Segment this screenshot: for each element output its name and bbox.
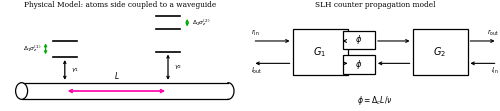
Bar xyxy=(342,55,375,74)
Text: $\phi = \Delta_c L/\nu$: $\phi = \Delta_c L/\nu$ xyxy=(357,94,393,107)
Text: SLH counter propagation model: SLH counter propagation model xyxy=(315,1,435,9)
Text: Physical Model: atoms side coupled to a waveguide: Physical Model: atoms side coupled to a … xyxy=(24,1,216,9)
Text: $l_{\rm in}$: $l_{\rm in}$ xyxy=(491,66,499,76)
Text: $\Delta_2\sigma_z^{(2)}$: $\Delta_2\sigma_z^{(2)}$ xyxy=(192,17,210,28)
Text: $\gamma_2$: $\gamma_2$ xyxy=(174,63,182,71)
Text: $\phi$: $\phi$ xyxy=(355,33,362,47)
Bar xyxy=(342,31,375,49)
Text: $\Delta_1\sigma_z^{(1)}$: $\Delta_1\sigma_z^{(1)}$ xyxy=(22,43,41,54)
Bar xyxy=(412,29,468,75)
Text: $L$: $L$ xyxy=(114,70,119,81)
Text: $\phi$: $\phi$ xyxy=(355,58,362,71)
Text: $G_2$: $G_2$ xyxy=(434,45,446,59)
Text: $r_{\rm out}$: $r_{\rm out}$ xyxy=(486,28,499,38)
Text: $r_{\rm in}$: $r_{\rm in}$ xyxy=(252,28,260,38)
Ellipse shape xyxy=(16,83,28,99)
Text: $G_1$: $G_1$ xyxy=(314,45,326,59)
Bar xyxy=(292,29,348,75)
Text: $\gamma_1$: $\gamma_1$ xyxy=(71,66,79,74)
Text: $l_{\rm out}$: $l_{\rm out}$ xyxy=(252,66,262,76)
